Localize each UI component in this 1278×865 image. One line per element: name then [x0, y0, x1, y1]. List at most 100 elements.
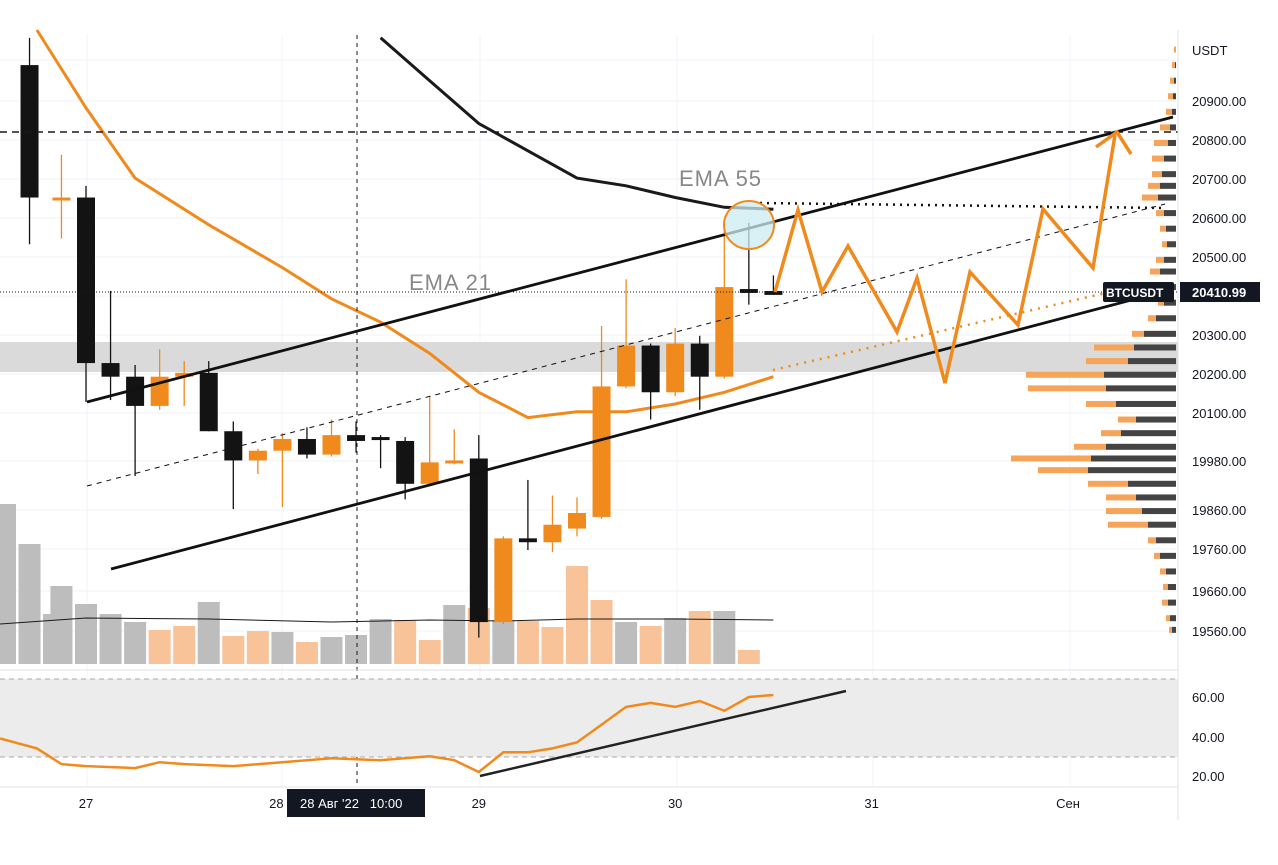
- volume-profile-bar-dark: [1166, 568, 1176, 575]
- volume-profile-bar-orange: [1106, 508, 1142, 515]
- volume-profile-bar-orange: [1172, 62, 1175, 69]
- ema21-projection-dotted[interactable]: [772, 290, 1111, 372]
- volume-profile-bar-orange: [1158, 299, 1164, 306]
- volume-ma-line: [0, 617, 774, 625]
- volume-bar: [639, 626, 662, 664]
- candle-body: [101, 363, 120, 377]
- candle-body: [199, 372, 218, 432]
- volume-profile-bar-dark: [1121, 430, 1176, 437]
- volume-bar: [148, 630, 171, 664]
- volume-bar: [75, 604, 97, 664]
- ema55-touch-circle[interactable]: [723, 200, 775, 250]
- price-tick-label: 19760.00: [1192, 542, 1246, 557]
- volume-profile-bar-dark: [1162, 171, 1176, 178]
- candle-body: [469, 458, 488, 623]
- time-axis[interactable]: 27 28 29 30 31 Сен: [79, 796, 1080, 811]
- volume-bar: [443, 605, 466, 664]
- price-axis[interactable]: 20900.00 20800.00 20700.00 20600.00 20500.00…: [1192, 94, 1246, 639]
- volume-profile-bar-orange: [1160, 225, 1166, 232]
- volume-profile-bar-orange: [1160, 124, 1170, 131]
- volume-profile-bar-orange: [1152, 171, 1162, 178]
- price-tick-label: 20700.00: [1192, 172, 1246, 187]
- volume-profile-bar-orange: [1094, 344, 1134, 351]
- volume-profile-bar-dark: [1167, 241, 1176, 248]
- channel-lower-line[interactable]: [110, 291, 1159, 571]
- volume-bar: [590, 600, 613, 664]
- time-tick-label: 31: [864, 796, 878, 811]
- volume-profile-bar-orange: [1086, 400, 1116, 407]
- volume-bar: [737, 650, 760, 664]
- volume-profile-bar-dark: [1168, 139, 1176, 146]
- candle-body: [322, 435, 341, 455]
- volume-bar: [173, 626, 196, 664]
- volume-profile-bar-orange: [1169, 626, 1172, 633]
- volume-profile-bar-dark: [1172, 108, 1176, 115]
- rsi-trendline[interactable]: [479, 689, 847, 778]
- volume-profile-bar-dark: [1160, 182, 1176, 189]
- volume-profile-bar-orange: [1086, 358, 1128, 365]
- volume-profile-bar-orange: [1152, 155, 1164, 162]
- volume-bar: [541, 627, 564, 664]
- price-tick-label: 19660.00: [1192, 584, 1246, 599]
- volume-profile-bar-orange: [1148, 537, 1156, 544]
- candle-body: [347, 435, 366, 441]
- volume-bar: [271, 632, 294, 664]
- volume-profile-bar-orange: [1156, 256, 1164, 263]
- currency-label: USDT: [1192, 43, 1227, 58]
- candle-body: [445, 460, 464, 464]
- volume-profile-bar-orange: [1148, 315, 1156, 322]
- time-tick-label: 30: [668, 796, 682, 811]
- volume-bar: [664, 618, 687, 664]
- ema55-projection-dotted[interactable]: [759, 201, 1166, 210]
- volume-bar: [345, 635, 368, 664]
- projected-path-arrow[interactable]: [773, 134, 1117, 384]
- rsi-tick-label: 40.00: [1192, 730, 1225, 745]
- volume-profile-bar-dark: [1172, 626, 1176, 633]
- volume-profile-bar-dark: [1158, 194, 1176, 201]
- rsi-tick-label: 60.00: [1192, 690, 1225, 705]
- price-tick-label: 20300.00: [1192, 328, 1246, 343]
- volume-profile-bar-orange: [1163, 584, 1168, 591]
- rsi-axis: 60.00 40.00 20.00: [1192, 690, 1225, 784]
- candle-body: [494, 538, 513, 623]
- volume-profile-bar-orange: [1101, 430, 1121, 437]
- volume-profile-bar-dark: [1170, 615, 1176, 622]
- ema21-line: [35, 29, 774, 420]
- volume-bar: [246, 631, 269, 664]
- volume-bar: [99, 614, 122, 664]
- volume-profile-bar-orange: [1148, 182, 1160, 189]
- candle-body: [666, 343, 685, 393]
- arrow-head-icon: [1094, 129, 1133, 155]
- time-tick-label: 27: [79, 796, 93, 811]
- volume-bar: [222, 636, 245, 664]
- candle-body: [715, 287, 734, 377]
- volume-profile-bar-dark: [1104, 371, 1176, 378]
- volume-bar: [492, 620, 515, 664]
- last-price-text: 20410.99: [1192, 285, 1246, 300]
- volume-bar: [615, 622, 638, 664]
- candle-body: [175, 372, 194, 377]
- last-price-tag: [1180, 282, 1260, 302]
- ema21-label: EMA 21: [409, 270, 492, 295]
- volume-profile-bar-orange: [1142, 194, 1158, 201]
- volume-profile-bar-orange: [1170, 77, 1174, 84]
- volume-profile-bar-orange: [1028, 385, 1106, 392]
- time-tick-label: 28: [269, 796, 283, 811]
- candle-body: [690, 343, 709, 377]
- volume-profile-bar-dark: [1164, 155, 1176, 162]
- candle-body: [52, 197, 71, 201]
- volume-profile-bar-dark: [1136, 416, 1176, 423]
- price-tick-label: 20100.00: [1192, 406, 1246, 421]
- candle-body: [543, 524, 562, 543]
- channel-upper-line[interactable]: [86, 115, 1174, 404]
- volume-profile-bar-orange: [1150, 268, 1160, 275]
- ema55-label: EMA 55: [679, 166, 762, 191]
- time-tick-label: 29: [472, 796, 486, 811]
- volume-profile-bar-orange: [1156, 210, 1164, 217]
- crosshair-time-tag: [287, 789, 425, 817]
- volume-profile-bar-dark: [1148, 521, 1176, 528]
- volume-profile-bar-dark: [1142, 508, 1176, 515]
- volume-profile-bar-dark: [1175, 62, 1176, 69]
- volume-bar: [516, 621, 539, 664]
